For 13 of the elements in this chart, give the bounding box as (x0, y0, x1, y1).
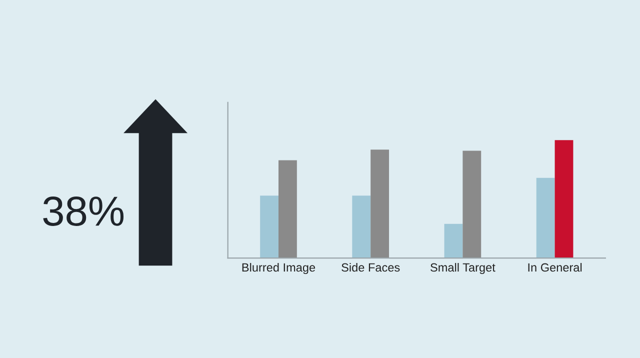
x-tick-label: In General (528, 262, 582, 272)
bar (260, 196, 278, 258)
x-tick-label: Blurred Image (242, 262, 316, 274)
bar (554, 140, 574, 258)
x-tick-label: Side Faces (342, 262, 400, 272)
bar (462, 150, 482, 258)
x-tick-label: Small Target (430, 262, 496, 274)
bar (444, 224, 463, 258)
bar (352, 196, 371, 258)
bar (536, 178, 555, 258)
bar (278, 160, 297, 258)
text: 38% (43, 196, 124, 226)
bar (370, 150, 390, 258)
